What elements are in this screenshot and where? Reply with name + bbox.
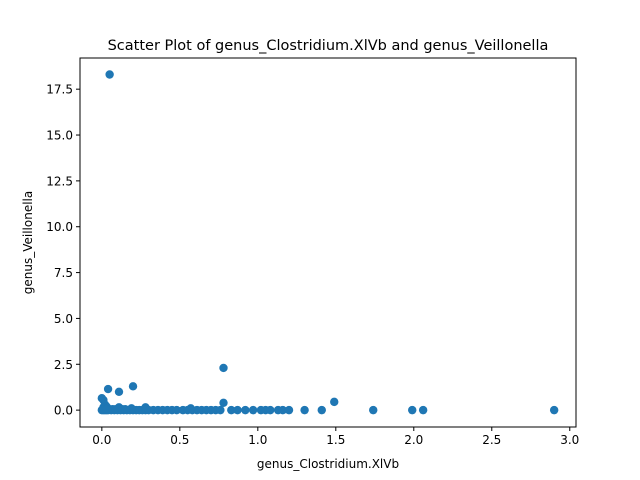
scatter-point xyxy=(549,405,559,415)
scatter-point xyxy=(219,363,228,373)
scatter-point xyxy=(227,405,236,415)
y-tick-label: 12.5 xyxy=(46,174,73,188)
x-tick-label: 1.5 xyxy=(326,433,345,447)
scatter-point xyxy=(111,405,121,414)
scatter-point xyxy=(284,405,294,415)
y-tick-label: 10.0 xyxy=(46,220,73,234)
scatter-point xyxy=(105,70,114,79)
data-points xyxy=(97,70,559,415)
y-tick-label: 2.5 xyxy=(54,358,73,372)
scatter-point xyxy=(102,405,111,414)
x-tick-label: 0.0 xyxy=(92,433,111,447)
x-axis-label: genus_Clostridium.XlVb xyxy=(257,457,399,471)
scatter-point xyxy=(408,405,417,415)
chart-title: Scatter Plot of genus_Clostridium.XlVb a… xyxy=(108,38,549,54)
scatter-point xyxy=(317,405,326,415)
scatter-point xyxy=(233,405,242,415)
scatter-point xyxy=(219,398,228,407)
scatter-point xyxy=(121,405,130,414)
scatter-point xyxy=(300,405,309,415)
y-tick-label: 0.0 xyxy=(54,404,73,418)
scatter-point xyxy=(127,404,136,413)
scatter-point xyxy=(369,405,378,415)
scatter-point xyxy=(216,405,225,415)
scatter-point xyxy=(114,387,124,396)
y-axis-label: genus_Veillonella xyxy=(21,191,35,294)
y-tick-label: 15.0 xyxy=(46,129,73,143)
scatter-point xyxy=(330,397,339,407)
scatter-point xyxy=(128,382,138,391)
y-tick-label: 17.5 xyxy=(46,83,73,97)
x-tick-label: 1.0 xyxy=(248,433,267,447)
x-axis-ticks: 0.0 0.5 1.0 1.5 2.0 2.5 3.0 xyxy=(92,427,579,447)
scatter-point xyxy=(103,384,113,394)
scatter-point xyxy=(248,405,258,415)
scatter-point xyxy=(418,405,428,415)
scatter-point xyxy=(186,404,195,413)
scatter-point xyxy=(278,405,287,415)
y-tick-label: 7.5 xyxy=(54,266,73,280)
scatter-point xyxy=(241,405,250,415)
x-tick-label: 2.0 xyxy=(404,433,423,447)
x-tick-label: 0.5 xyxy=(170,433,189,447)
y-axis-ticks: 0.0 2.5 5.0 7.5 10.0 12.5 15.0 17.5 xyxy=(46,83,80,418)
scatter-point xyxy=(141,403,150,412)
x-tick-label: 3.0 xyxy=(560,433,579,447)
y-tick-label: 5.0 xyxy=(54,312,73,326)
x-tick-label: 2.5 xyxy=(482,433,501,447)
scatter-point xyxy=(266,405,275,415)
plot-frame xyxy=(79,57,577,428)
scatter-point xyxy=(172,405,181,415)
